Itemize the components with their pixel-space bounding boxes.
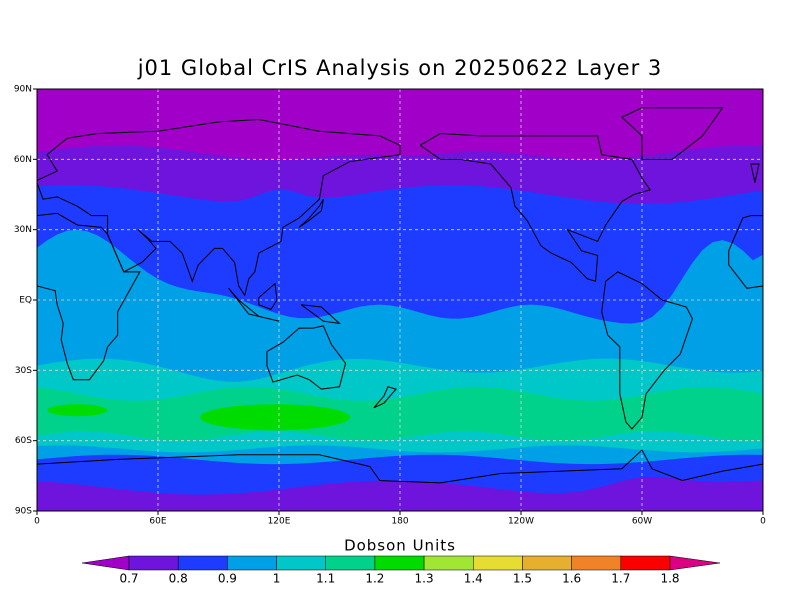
- lon-tick-label: 0: [34, 517, 40, 527]
- colorbar-box: [571, 555, 622, 571]
- coastlines: [36, 107, 764, 484]
- colorbar-box: [473, 555, 523, 571]
- colorbar-box: [227, 555, 277, 571]
- colorbar-tick-label: 0.8: [169, 572, 188, 586]
- coastline: [298, 198, 324, 228]
- coastline: [36, 212, 141, 381]
- coastline: [373, 386, 397, 409]
- lat-tick-label: 90S: [15, 507, 32, 517]
- lon-tick-label: 120W: [508, 517, 534, 527]
- colorbar-tick-label: 1.8: [660, 572, 679, 586]
- colorbar-tick-label: 0.9: [218, 572, 237, 586]
- colorbar-tick-label: 1.5: [513, 572, 532, 586]
- lon-tick-label: 180: [391, 517, 408, 527]
- colorbar-box: [128, 555, 179, 571]
- colorbar-tick-label: 1.4: [464, 572, 483, 586]
- lon-tick-label: 60E: [149, 517, 166, 527]
- colorbar-tick-label: 1: [273, 572, 281, 586]
- lat-tick-label: 60N: [14, 155, 32, 165]
- coastline: [750, 163, 760, 183]
- lat-tick-label: EQ: [19, 296, 32, 306]
- coastline: [620, 107, 724, 160]
- lat-tick-label: 30S: [15, 366, 32, 376]
- coastline: [300, 304, 342, 325]
- colorbar-label: Dobson Units: [344, 537, 456, 555]
- lon-tick-label: 0: [760, 517, 766, 527]
- coastline: [228, 287, 280, 322]
- colorbar-arrow: [669, 555, 721, 571]
- colorbar-arrow: [81, 555, 130, 571]
- colorbar-tick-label: 1.1: [316, 572, 335, 586]
- coastline: [601, 271, 693, 430]
- lat-tick-label: 30N: [14, 225, 32, 235]
- coastline: [419, 133, 651, 282]
- colorbar-tick-label: 1.7: [611, 572, 630, 586]
- colorbar: 0.7 0.8 0.9 1 1.1 1.2 1.3 1.4 1.5 1.6 1.7 1.8: [81, 555, 721, 586]
- colorbar-box: [177, 555, 228, 571]
- coastline: [36, 118, 401, 297]
- colorbar-box: [374, 555, 425, 571]
- coastline: [36, 449, 764, 484]
- colorbar-box: [325, 555, 376, 571]
- colorbar-box: [423, 555, 474, 571]
- colorbar-box: [276, 555, 326, 571]
- lon-tick-label: 120E: [268, 517, 291, 527]
- colorbar-tick-label: 1.2: [365, 572, 384, 586]
- field-patch: [47, 404, 108, 417]
- colorbar-box: [620, 555, 671, 571]
- field-patch: [199, 404, 350, 431]
- lat-tick-label: 60S: [15, 436, 32, 446]
- coastline: [266, 325, 347, 390]
- lon-tick-label: 60W: [632, 517, 652, 527]
- map-title: j01 Global CrIS Analysis on 20250622 Lay…: [137, 56, 663, 80]
- colorbar-tick-label: 1.6: [562, 572, 581, 586]
- colorbar-box: [522, 555, 572, 571]
- lat-tick-label: 90N: [14, 85, 32, 95]
- coastline: [728, 215, 764, 289]
- colorbar-tick-label: 0.7: [119, 572, 138, 586]
- colorbar-tick-label: 1.3: [415, 572, 434, 586]
- coastline: [258, 282, 278, 310]
